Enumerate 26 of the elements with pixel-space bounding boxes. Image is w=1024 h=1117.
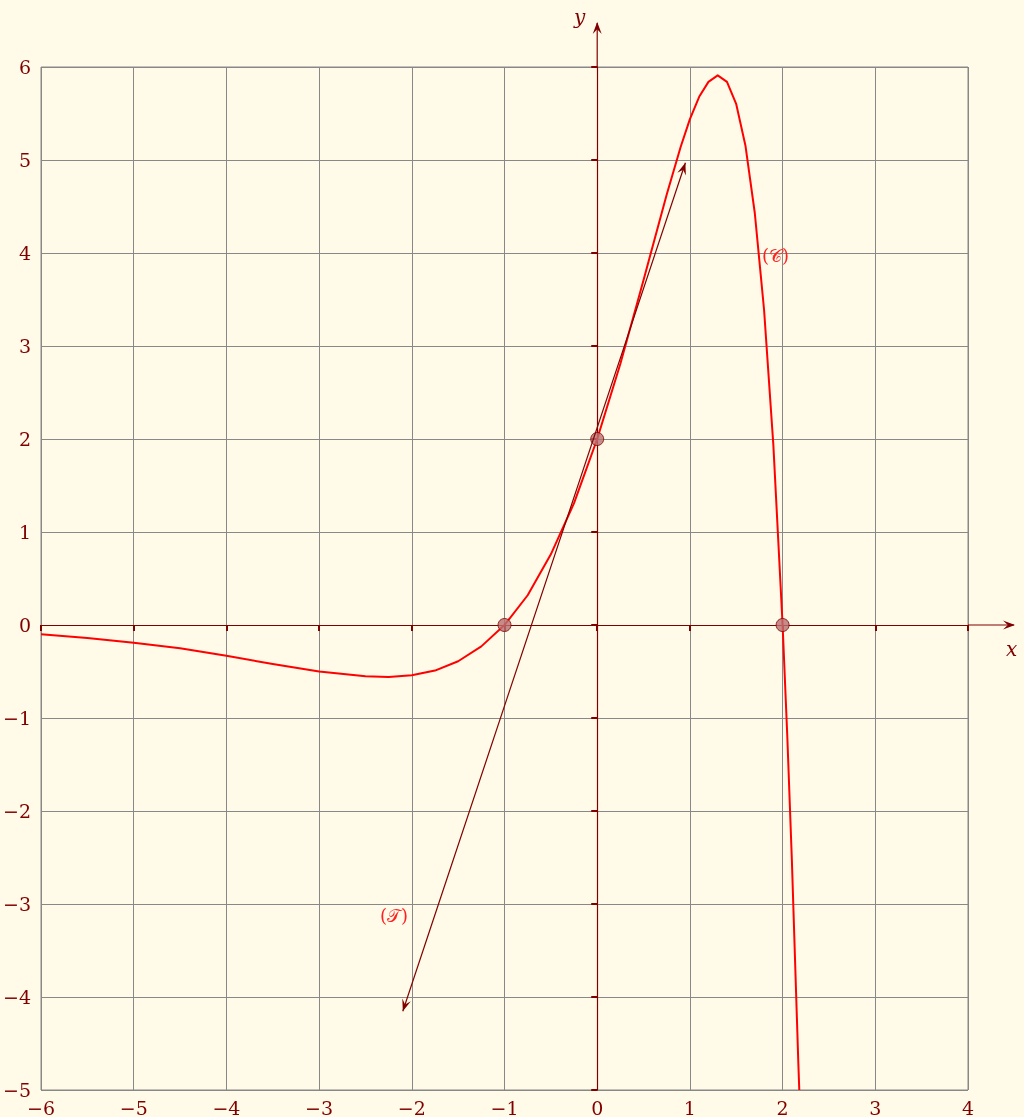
x-tick-label: 0 — [591, 1096, 604, 1117]
y-tick-label: −1 — [2, 707, 32, 729]
x-tick-label: 4 — [961, 1096, 975, 1117]
y-tick-label: 1 — [18, 521, 32, 543]
x-tick-label: −2 — [397, 1096, 426, 1117]
line-series — [40, 74, 801, 1091]
x-axis-title: x — [1006, 637, 1018, 661]
y-tick-label: −4 — [2, 986, 32, 1008]
y-tick-label: −2 — [2, 800, 32, 822]
x-tick-label: 2 — [776, 1096, 789, 1117]
y-tick-label: −3 — [2, 893, 32, 915]
annotation: (𝒞) — [762, 244, 790, 266]
y-tick-label: 6 — [18, 56, 32, 78]
y-tick-label: 0 — [18, 614, 32, 636]
x-tick-label: −3 — [305, 1096, 334, 1117]
y-axis-title: y — [572, 5, 586, 29]
x-tick-label: 3 — [869, 1096, 882, 1117]
x-tick-label: −5 — [119, 1096, 148, 1117]
x-tick-label: −4 — [212, 1096, 241, 1117]
x-tick-label: −1 — [490, 1096, 519, 1117]
y-tick-label: 5 — [18, 149, 32, 171]
y-tick-label: 3 — [18, 335, 32, 357]
y-tick-label: 4 — [18, 242, 32, 264]
annotation: (𝒯) — [380, 904, 409, 926]
x-tick-label: 1 — [683, 1096, 696, 1117]
y-tick-label: 2 — [18, 428, 32, 450]
